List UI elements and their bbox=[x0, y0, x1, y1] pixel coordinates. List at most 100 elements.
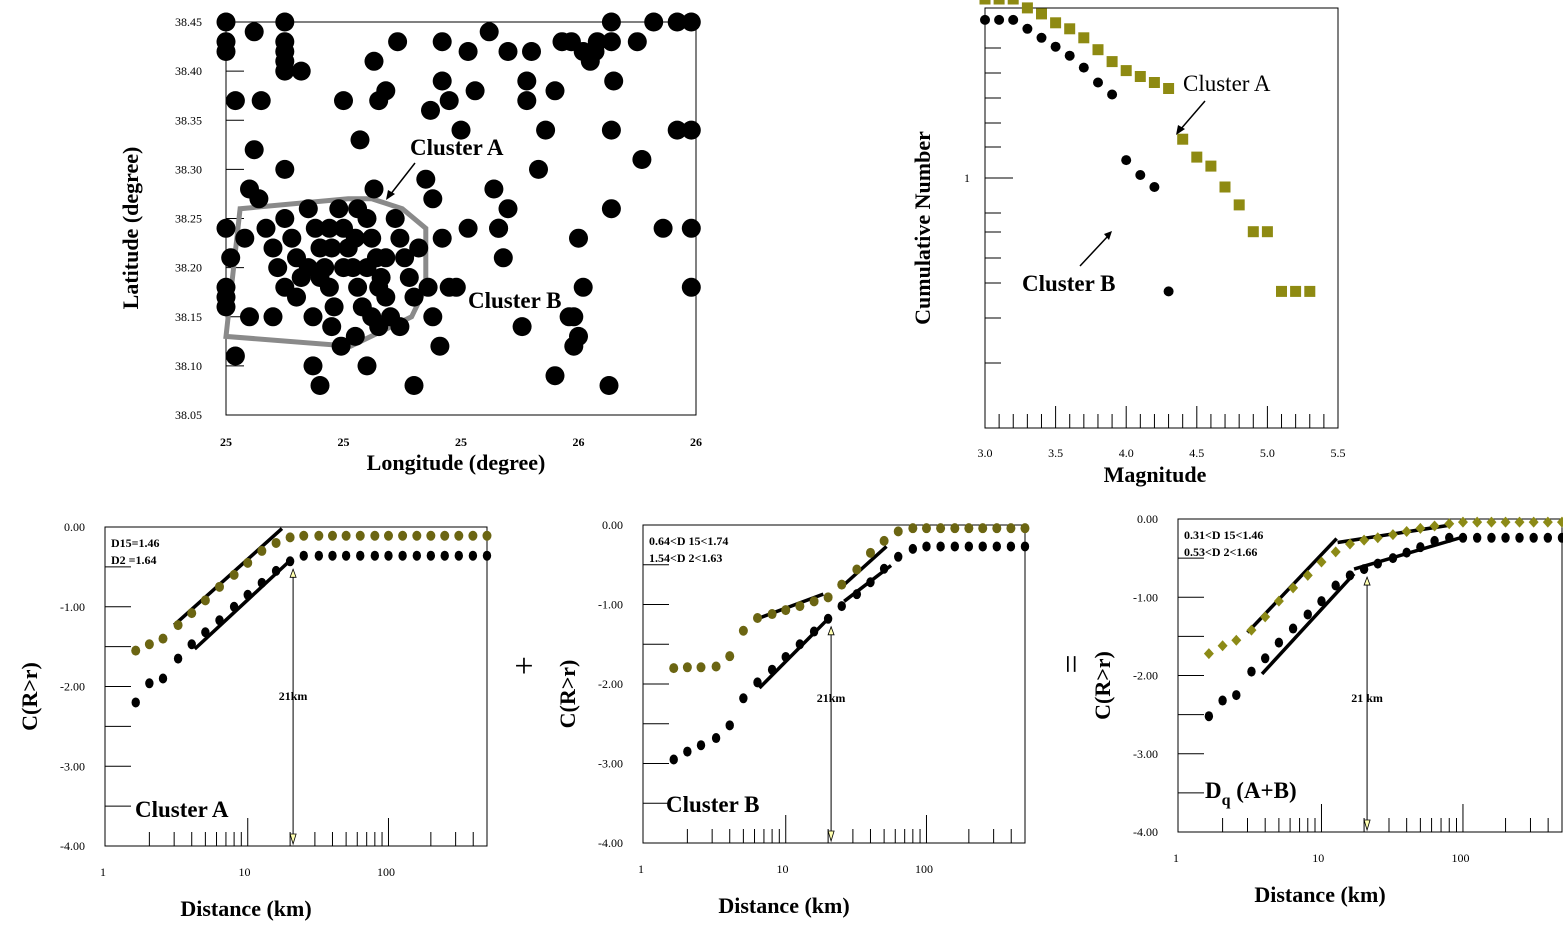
map-point bbox=[251, 91, 271, 111]
map-y-tick-label: 38.10 bbox=[175, 359, 202, 373]
map-point bbox=[644, 12, 664, 32]
map-y-tick-label: 38.40 bbox=[175, 64, 202, 78]
map-point bbox=[357, 356, 377, 376]
fmd-point-cluster-a bbox=[1290, 285, 1302, 297]
map-point bbox=[489, 218, 509, 238]
corr-point-series-b bbox=[173, 653, 183, 664]
fmd-point-cluster-b bbox=[1121, 155, 1132, 166]
dq-label: Dq (A+B) bbox=[1205, 778, 1297, 809]
corr-y-tick-label: -4.00 bbox=[1133, 825, 1158, 839]
corr-ylabel: C(R>r) bbox=[555, 660, 580, 729]
corr-y-tick-label: 0.00 bbox=[64, 520, 85, 534]
corr-panel-title: Cluster B bbox=[666, 792, 760, 817]
map-point bbox=[446, 277, 466, 297]
fmd-x-tick-label: 3.5 bbox=[1048, 446, 1063, 460]
fmd-point-cluster-b bbox=[994, 14, 1005, 25]
corr-point-series-b bbox=[271, 565, 281, 576]
corr-point-series-b bbox=[454, 550, 464, 561]
map-point bbox=[298, 199, 318, 219]
map-point bbox=[263, 307, 283, 327]
corr-point-series-a bbox=[1316, 556, 1327, 568]
fmd-annotation-cluster-a: Cluster A bbox=[1183, 71, 1271, 96]
map-point bbox=[216, 42, 236, 61]
map-point bbox=[364, 179, 384, 199]
map-y-ticks: 38.45 38.40 38.35 38.30 38.25 38.20 38.15 38.10… bbox=[175, 15, 244, 422]
corr-point-series-a bbox=[669, 663, 679, 674]
corr-point-series-b bbox=[837, 601, 846, 612]
map-point bbox=[439, 91, 459, 111]
corr-point-series-b bbox=[1359, 564, 1369, 575]
marker-21km-label: 21km bbox=[817, 691, 846, 705]
corr-point-series-b bbox=[1204, 711, 1214, 722]
corr-y-tick-label: -3.00 bbox=[598, 757, 623, 771]
marker-arrow-down bbox=[1363, 819, 1371, 832]
map-point bbox=[364, 51, 384, 71]
map-y-tick-label: 38.35 bbox=[175, 113, 202, 127]
corr-x-tick-label: 100 bbox=[915, 862, 933, 876]
map-point bbox=[345, 326, 365, 346]
corr-point-series-b bbox=[158, 673, 168, 684]
corr-y-tick-label: 0.00 bbox=[1137, 512, 1158, 526]
corr-panel-title: Cluster A bbox=[135, 797, 229, 822]
fmd-point-cluster-a bbox=[1106, 56, 1118, 68]
corr-point-series-a bbox=[936, 523, 946, 534]
corr-point-series-a bbox=[908, 523, 918, 534]
equals-operator: = bbox=[1052, 654, 1089, 673]
map-point bbox=[388, 32, 408, 52]
dq-sum-panel: 0.00 -1.00 -2.00 -3.00 -4.00 1 10 100 21 km 0.31<… bbox=[1090, 512, 1563, 907]
corr-point-series-a bbox=[229, 569, 239, 580]
fmd-point-cluster-a bbox=[1120, 65, 1132, 77]
map-point bbox=[362, 307, 382, 327]
corr-point-series-a bbox=[214, 581, 224, 592]
corr-point-series-b bbox=[299, 550, 308, 561]
map-point bbox=[604, 71, 624, 91]
corr-point-series-b bbox=[739, 693, 748, 704]
map-point bbox=[498, 199, 518, 219]
fmd-point-cluster-b bbox=[1149, 182, 1160, 192]
corr-point-series-a bbox=[1260, 611, 1271, 623]
map-y-tick-label: 38.30 bbox=[175, 162, 202, 176]
map-point bbox=[632, 150, 652, 169]
fmd-point-cluster-a bbox=[1205, 160, 1217, 172]
corr-point-series-b bbox=[131, 697, 140, 708]
corr-point-series-a bbox=[1302, 569, 1313, 581]
map-point bbox=[350, 130, 370, 150]
fmd-ylabel: Cumulative Number bbox=[910, 131, 935, 325]
map-point bbox=[240, 307, 259, 327]
corr-point-series-b bbox=[243, 589, 252, 600]
corr-y-tick-label: -4.00 bbox=[60, 839, 85, 853]
corr-point-series-a bbox=[1288, 582, 1299, 594]
map-point bbox=[667, 12, 687, 32]
corr-point-series-a bbox=[144, 639, 154, 650]
corr-point-series-b bbox=[398, 550, 407, 561]
map-point bbox=[423, 307, 443, 327]
fmd-x-tick-label: 4.0 bbox=[1119, 446, 1134, 460]
map-point bbox=[334, 91, 353, 111]
fmd-point-cluster-b bbox=[1135, 170, 1146, 180]
map-frame bbox=[225, 21, 697, 416]
fmd-point-cluster-b bbox=[980, 14, 990, 25]
corr-point-series-b bbox=[894, 551, 903, 562]
corr-point-series-a bbox=[158, 633, 168, 644]
fmd-point-cluster-a bbox=[1050, 17, 1062, 29]
fmd-point-cluster-a bbox=[1177, 133, 1189, 145]
map-point bbox=[599, 376, 619, 395]
corr-x-tick-label: 10 bbox=[238, 865, 250, 879]
fmd-point-cluster-b bbox=[1022, 23, 1033, 34]
fmd-points bbox=[979, 0, 1316, 297]
corr-point-series-a bbox=[1020, 523, 1030, 534]
fmd-point-cluster-a bbox=[1276, 285, 1287, 297]
map-point bbox=[569, 228, 588, 248]
corr-point-series-a bbox=[964, 523, 974, 534]
map-point bbox=[601, 199, 621, 219]
corr-point-series-a bbox=[314, 530, 324, 541]
corr-point-series-a bbox=[468, 530, 478, 541]
corr-xlabel: Distance (km) bbox=[180, 896, 311, 921]
corr-point-series-a bbox=[341, 530, 351, 541]
corr-point-series-b bbox=[1529, 532, 1538, 543]
map-arrow-head bbox=[386, 190, 395, 200]
fmd-point-cluster-b bbox=[1064, 50, 1075, 61]
corr-legend-entry: 1.54<D 2<1.63 bbox=[649, 551, 722, 565]
map-annotation-cluster-b: Cluster B bbox=[468, 288, 562, 313]
map-point bbox=[244, 22, 264, 42]
